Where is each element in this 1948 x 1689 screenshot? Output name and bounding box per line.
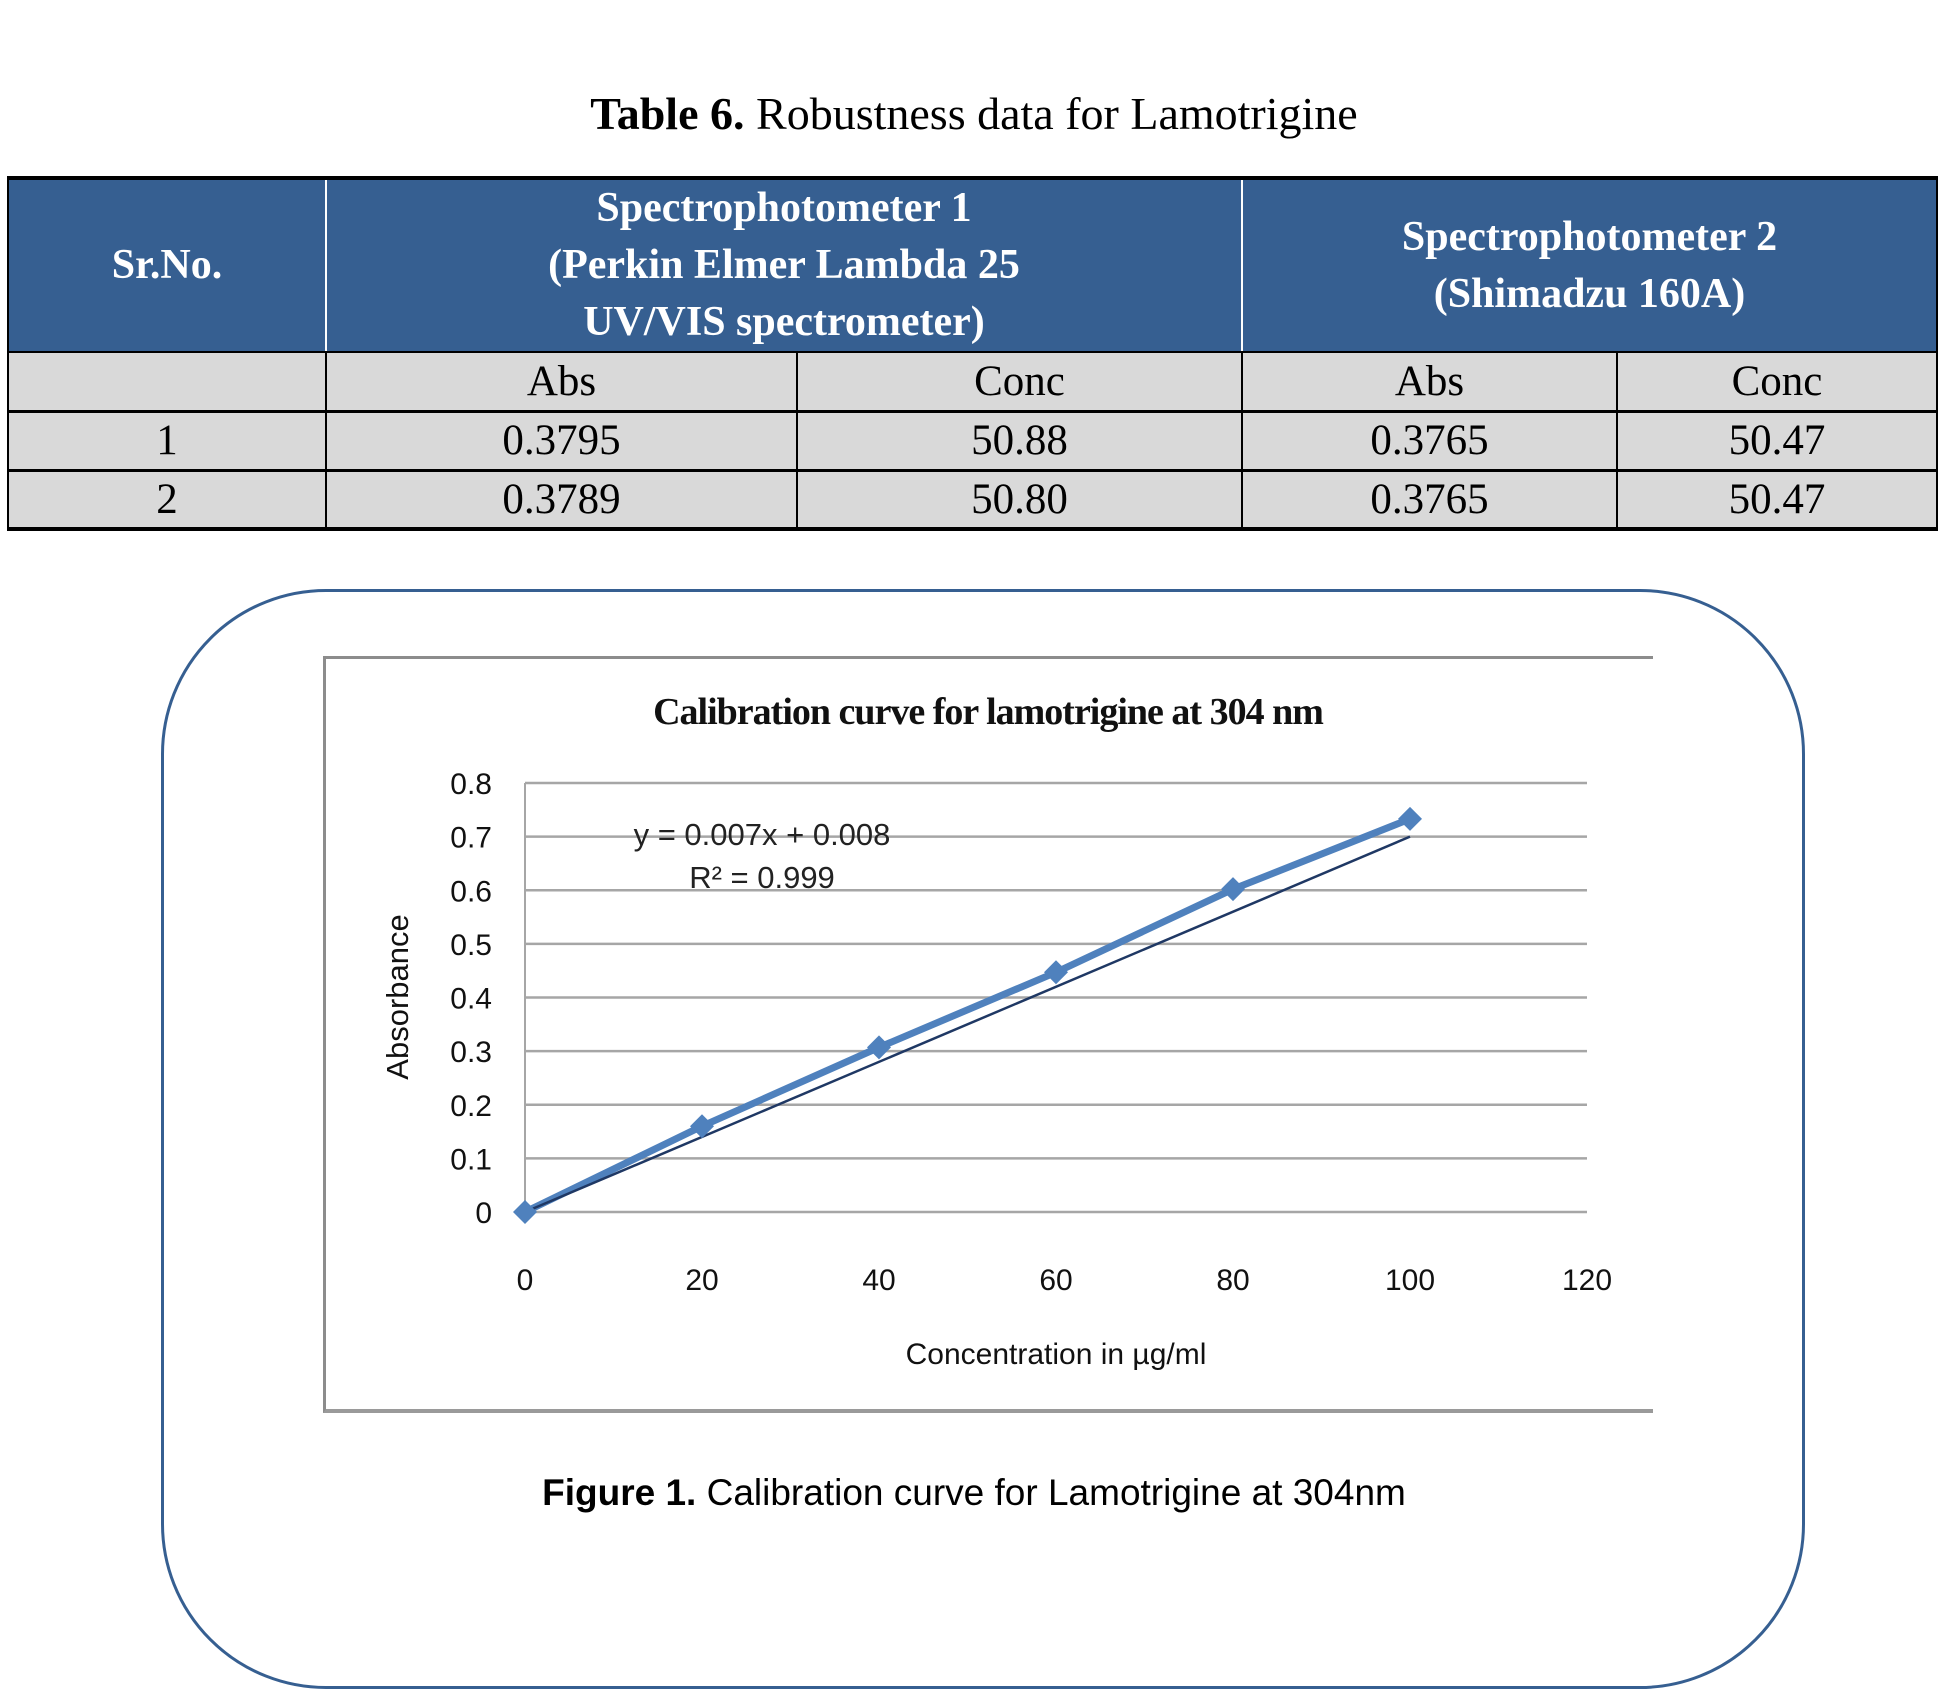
header-spectrophotometer-2: Spectrophotometer 2 (Shimadzu 160A) [1241, 177, 1938, 353]
series-line [523, 815, 1412, 1216]
data-point-diamond-icon [690, 1114, 714, 1139]
x-axis-ticks: 0 20 40 60 80 100 120 [517, 1264, 1612, 1297]
y-tick-label: 0.6 [450, 875, 492, 908]
table-title-text: Robustness data for Lamotrigine [744, 88, 1358, 139]
subheader-spec1-conc: Conc [796, 351, 1243, 412]
table-title: Table 6. Robustness data for Lamotrigine [0, 84, 1948, 144]
header-spec2-line1: Spectrophotometer 2 [1401, 213, 1778, 260]
y-tick-label: 0.3 [450, 1036, 492, 1069]
data-point-diamond-icon [1398, 806, 1422, 831]
x-tick-label: 100 [1385, 1264, 1435, 1297]
cell-spec1-abs: 0.3789 [325, 468, 798, 530]
y-axis-ticks: 0 0.1 0.2 0.3 0.4 0.5 0.6 0.7 0.8 [450, 768, 492, 1230]
x-tick-label: 40 [862, 1264, 895, 1297]
cell-spec1-abs: 0.3795 [325, 409, 798, 471]
header-spectrophotometer-1: Spectrophotometer 1 (Perkin Elmer Lambda… [325, 177, 1243, 353]
data-point-diamond-icon [867, 1035, 891, 1060]
table-title-label: Table 6. [590, 88, 745, 139]
data-point-markers [513, 806, 1422, 1224]
cell-spec2-abs: 0.3765 [1241, 409, 1618, 471]
subheader-spec1-abs: Abs [325, 351, 798, 412]
cell-spec2-abs: 0.3765 [1241, 468, 1618, 530]
header-spec1-line3: UV/VIS spectrometer) [583, 299, 985, 345]
y-tick-label: 0.1 [450, 1143, 492, 1176]
subheader-spec2-conc: Conc [1616, 351, 1938, 412]
data-point-diamond-icon [1221, 877, 1245, 902]
table-subheader-row: Abs Conc Abs Conc [7, 351, 1938, 412]
y-tick-label: 0.4 [450, 983, 492, 1016]
x-axis-title: Concentration in µg/ml [906, 1338, 1207, 1371]
data-point-diamond-icon [513, 1200, 537, 1224]
header-spec1-line1: Spectrophotometer 1 [596, 185, 972, 231]
r-squared-label: R² = 0.999 [689, 860, 835, 895]
cell-spec1-conc: 50.80 [796, 468, 1243, 530]
calibration-chart: 0 0.1 0.2 0.3 0.4 0.5 0.6 0.7 0.8 0 20 40 60 80 100 12… [380, 768, 1612, 1371]
cell-srno: 2 [7, 468, 327, 530]
cell-srno: 1 [7, 409, 327, 471]
figure-caption-text: Calibration curve for Lamotrigine at 304… [696, 1472, 1406, 1513]
x-tick-label: 120 [1562, 1264, 1612, 1297]
x-tick-label: 80 [1216, 1264, 1249, 1297]
y-tick-label: 0.8 [450, 768, 492, 801]
header-spec2-line2: (Shimadzu 160A) [1433, 270, 1746, 317]
trendline-equation: y = 0.007x + 0.008 [634, 817, 891, 852]
table-row: 2 0.3789 50.80 0.3765 50.47 [7, 468, 1938, 530]
y-axis-title: Absorbance [380, 914, 415, 1079]
header-srno: Sr.No. [7, 177, 327, 353]
figure-caption: Figure 1. Calibration curve for Lamotrig… [0, 1472, 1948, 1514]
x-tick-label: 20 [685, 1264, 718, 1297]
data-point-diamond-icon [1044, 960, 1068, 985]
chart-title: Calibration curve for lamotrigine at 304… [653, 691, 1324, 733]
trendline [524, 835, 1411, 1214]
y-tick-label: 0.5 [450, 929, 492, 962]
cell-spec2-conc: 50.47 [1616, 468, 1938, 530]
cell-spec1-conc: 50.88 [796, 409, 1243, 471]
table-header-row: Sr.No. Spectrophotometer 1 (Perkin Elmer… [7, 177, 1938, 353]
cell-spec2-conc: 50.47 [1616, 409, 1938, 471]
y-tick-label: 0.2 [450, 1090, 492, 1123]
header-spec1-line2: (Perkin Elmer Lambda 25 [548, 242, 1020, 288]
subheader-cell [7, 351, 327, 412]
robustness-table: Sr.No. Spectrophotometer 1 (Perkin Elmer… [7, 176, 1938, 531]
table-row: 1 0.3795 50.88 0.3765 50.47 [7, 409, 1938, 471]
x-tick-label: 60 [1039, 1264, 1072, 1297]
y-tick-label: 0 [475, 1197, 492, 1230]
x-tick-label: 0 [517, 1264, 534, 1297]
y-tick-label: 0.7 [450, 822, 492, 855]
subheader-spec2-abs: Abs [1241, 351, 1618, 412]
figure-caption-label: Figure 1. [542, 1472, 697, 1513]
